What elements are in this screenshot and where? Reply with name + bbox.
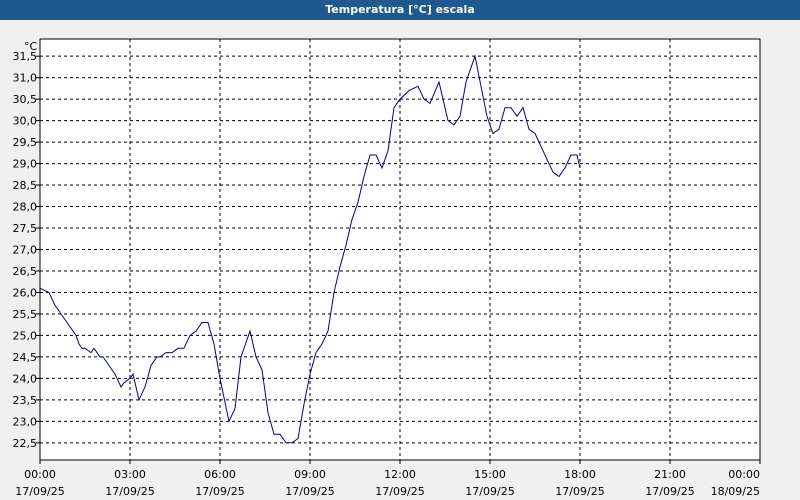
y-tick-label: 24,0 (13, 372, 38, 385)
y-tick-label: 27,0 (13, 244, 38, 257)
y-tick-label: 26,5 (13, 265, 38, 278)
y-axis: 22,5 23,0 23,5 24,0 24,5 25,0 25,5 26,0 26,5 27,0… (13, 50, 40, 450)
temperature-series-line (39, 54, 581, 444)
x-tick-date: 17/09/25 (645, 485, 694, 498)
y-tick-label: 31,0 (13, 72, 38, 85)
y-tick-label: 23,0 (13, 415, 38, 428)
x-tick-date: 17/09/25 (375, 485, 424, 498)
y-tick-label: 22,5 (13, 437, 38, 450)
x-axis: 00:00 17/09/25 03:00 17/09/25 06:00 17/09/25 0… (15, 460, 761, 498)
y-tick-label: 29,5 (13, 136, 38, 149)
x-tick-date: 17/09/25 (465, 485, 514, 498)
x-tick-time: 00:00 (728, 468, 760, 481)
x-tick-time: 21:00 (654, 468, 686, 481)
x-tick-date: 17/09/25 (15, 485, 64, 498)
x-tick-time: 15:00 (474, 468, 506, 481)
x-tick-date: 17/09/25 (285, 485, 334, 498)
x-tick-date: 17/09/25 (105, 485, 154, 498)
y-tick-label: 28,0 (13, 201, 38, 214)
x-tick-time: 09:00 (294, 468, 326, 481)
grid (40, 39, 760, 460)
y-tick-label: 31,5 (13, 50, 38, 63)
x-tick-time: 12:00 (384, 468, 416, 481)
y-tick-label: 30,5 (13, 93, 38, 106)
x-tick-time: 03:00 (114, 468, 146, 481)
x-tick-time: 18:00 (564, 468, 596, 481)
y-tick-label: 28,5 (13, 179, 38, 192)
x-tick-date: 17/09/25 (195, 485, 244, 498)
y-tick-label: 25,0 (13, 329, 38, 342)
y-tick-label: 27,5 (13, 222, 38, 235)
x-tick-time: 00:00 (24, 468, 56, 481)
x-tick-date: 18/09/25 (711, 485, 760, 498)
y-tick-label: 26,0 (13, 286, 38, 299)
x-tick-time: 06:00 (204, 468, 236, 481)
x-tick-date: 17/09/25 (555, 485, 604, 498)
chart-title: Temperatura [°C] escala (0, 0, 800, 20)
y-tick-label: 29,0 (13, 158, 38, 171)
y-tick-label: 30,0 (13, 115, 38, 128)
series-layer (39, 54, 581, 444)
y-tick-label: 25,5 (13, 308, 38, 321)
y-tick-label: 24,5 (13, 351, 38, 364)
y-axis-unit-label: °C (24, 40, 38, 53)
y-tick-label: 23,5 (13, 394, 38, 407)
